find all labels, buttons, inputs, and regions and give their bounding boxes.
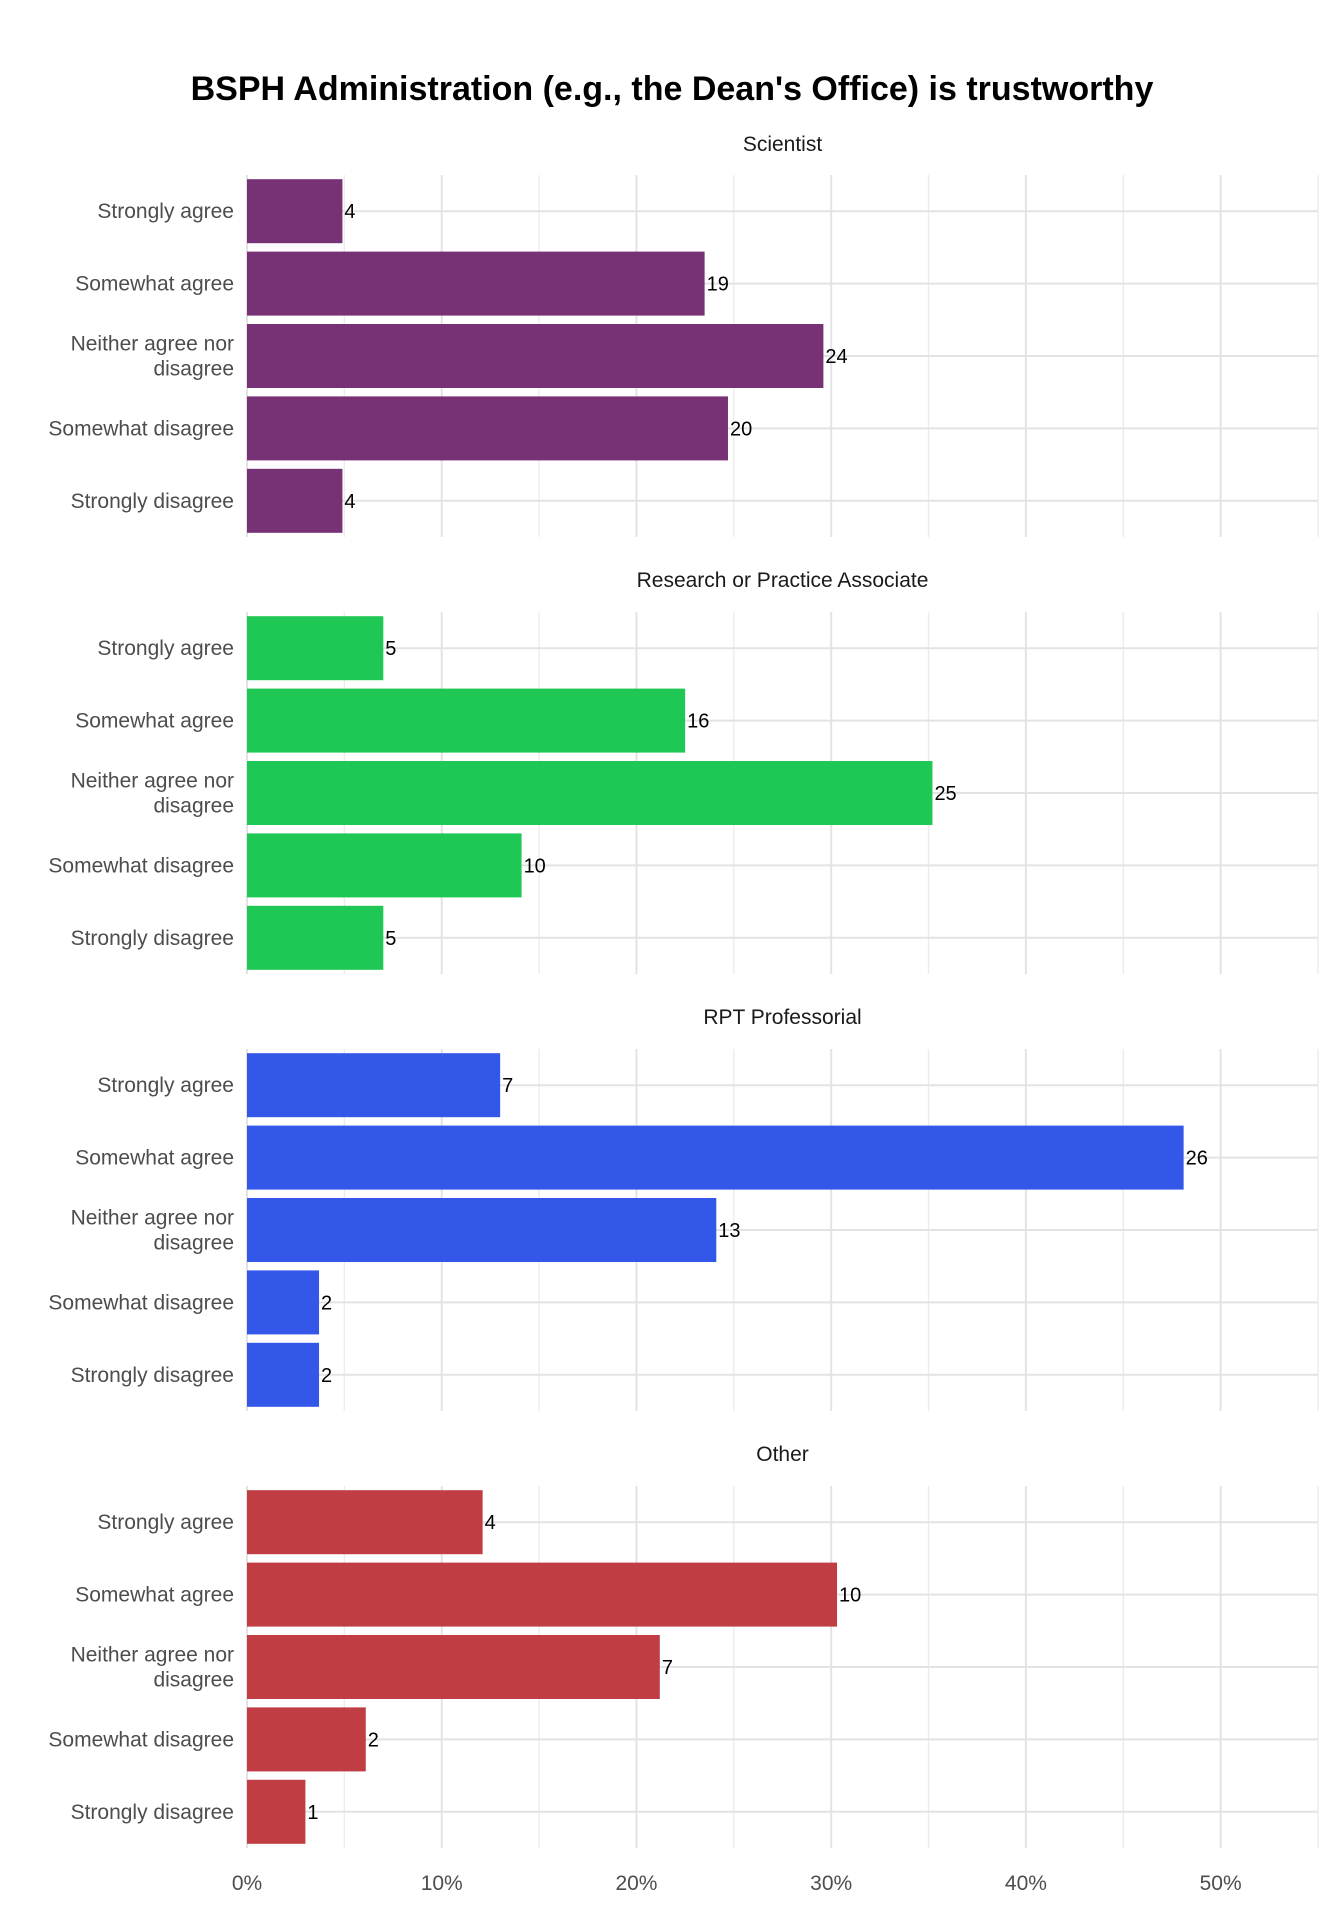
bar-count-label: 24 (825, 346, 847, 368)
panel-title: Other (756, 1443, 809, 1466)
bar (247, 1490, 483, 1555)
category-label: Strongly disagree (71, 1364, 234, 1387)
bar (247, 251, 705, 316)
bar-count-label: 7 (662, 1657, 673, 1679)
bar-count-label: 20 (730, 418, 752, 440)
bar-count-label: 19 (707, 274, 729, 296)
bar (247, 468, 343, 533)
bar-count-label: 2 (368, 1729, 379, 1751)
bar (247, 616, 384, 681)
chart-title: BSPH Administration (e.g., the Dean's Of… (190, 70, 1154, 108)
x-tick-label: 30% (810, 1872, 852, 1895)
category-label: Strongly agree (97, 200, 234, 223)
category-label: Strongly agree (97, 637, 234, 660)
bar (247, 905, 384, 970)
bar-count-label: 16 (687, 711, 709, 733)
category-label: Neither agree nor disagree (71, 1644, 234, 1692)
panel-title: Research or Practice Associate (637, 569, 929, 592)
bar-count-label: 4 (485, 1512, 496, 1534)
category-label: Neither agree nor disagree (71, 333, 234, 381)
category-label: Somewhat agree (75, 273, 234, 296)
bar-count-label: 10 (839, 1585, 861, 1607)
bar (247, 1707, 366, 1772)
x-tick-label: 50% (1200, 1872, 1242, 1895)
bar (247, 1053, 501, 1118)
category-label: Somewhat agree (75, 710, 234, 733)
bar-count-label: 10 (524, 855, 546, 877)
bar (247, 1270, 320, 1335)
bar (247, 688, 686, 753)
bar (247, 1125, 1184, 1190)
bar-count-label: 1 (307, 1802, 318, 1824)
category-label: Somewhat disagree (48, 854, 234, 877)
x-tick-label: 10% (421, 1872, 463, 1895)
bar-count-label: 5 (385, 638, 396, 660)
bar (247, 324, 824, 388)
category-label: Strongly agree (97, 1511, 234, 1534)
bar (247, 1779, 306, 1844)
bar-count-label: 2 (321, 1365, 332, 1387)
category-label: Strongly agree (97, 1074, 234, 1097)
category-label: Strongly disagree (71, 490, 234, 513)
x-tick-label: 20% (615, 1872, 657, 1895)
category-label: Somewhat agree (75, 1147, 234, 1170)
x-tick-label: 40% (1005, 1872, 1047, 1895)
panel-title: Scientist (743, 133, 823, 156)
x-tick-label: 0% (232, 1872, 262, 1895)
bar-count-label: 2 (321, 1292, 332, 1314)
bar-count-label: 4 (344, 201, 355, 223)
bar (247, 1562, 838, 1627)
bar (247, 833, 522, 898)
category-label: Somewhat disagree (48, 1291, 234, 1314)
bar-count-label: 5 (385, 928, 396, 950)
category-label: Neither agree nor disagree (71, 770, 234, 818)
category-label: Somewhat disagree (48, 1728, 234, 1751)
category-label: Somewhat agree (75, 1584, 234, 1607)
bar-count-label: 4 (344, 491, 355, 513)
bar-count-label: 7 (502, 1075, 513, 1097)
bar (247, 179, 343, 244)
bar-count-label: 26 (1186, 1148, 1208, 1170)
bar-count-label: 25 (934, 783, 956, 805)
category-label: Strongly disagree (71, 1801, 234, 1824)
category-label: Neither agree nor disagree (71, 1207, 234, 1255)
bar-count-label: 13 (718, 1220, 740, 1242)
panel-title: RPT Professorial (703, 1006, 861, 1029)
category-label: Somewhat disagree (48, 417, 234, 440)
bar (247, 396, 728, 461)
bar (247, 1342, 320, 1407)
bar (247, 761, 933, 825)
bar (247, 1635, 660, 1699)
category-label: Strongly disagree (71, 927, 234, 950)
bar (247, 1198, 717, 1262)
